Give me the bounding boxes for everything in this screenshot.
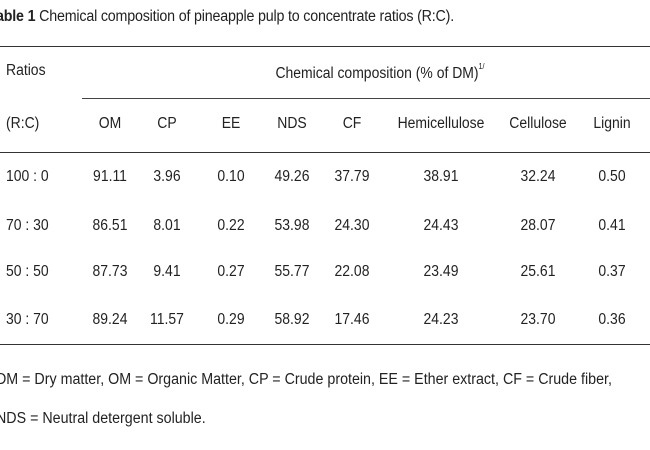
value-cell-ee: 0.27 [217, 263, 245, 280]
value-cell-cellulose: 32.24 [520, 168, 556, 185]
value-cell-hemicellulose: 23.49 [423, 263, 459, 280]
value-cell-cf: 17.46 [334, 311, 370, 328]
value-cell-cf: 24.30 [334, 217, 370, 234]
value-cell-cf: 22.08 [334, 263, 370, 280]
bottom-rule [0, 344, 650, 345]
value-cell-cp: 9.41 [153, 263, 181, 280]
ratios-header: Ratios [6, 62, 46, 79]
ratio-cell: 70 : 30 [6, 217, 49, 234]
value-cell-ee: 0.29 [217, 311, 245, 328]
ratio-cell: 30 : 70 [6, 311, 49, 328]
footnote-line-2: NDS = Neutral detergent soluble. [0, 410, 206, 427]
ratios-subheader: (R:C) [6, 115, 40, 132]
top-rule [0, 46, 650, 47]
chemical-composition-label: Chemical composition (% of DM) [275, 65, 479, 82]
value-cell-nds: 53.98 [274, 217, 310, 234]
value-cell-cp: 8.01 [153, 217, 181, 234]
value-cell-lignin: 0.36 [598, 311, 626, 328]
value-cell-ee: 0.10 [217, 168, 245, 185]
table-title: Chemical composition of pineapple pulp t… [39, 8, 455, 25]
value-cell-om: 86.51 [92, 217, 128, 234]
header-footnote-marker: 1/ [478, 62, 485, 71]
value-cell-hemicellulose: 24.43 [423, 217, 459, 234]
column-header-om: OM [98, 115, 122, 132]
ratio-cell: 100 : 0 [6, 168, 49, 185]
value-cell-ee: 0.22 [217, 217, 245, 234]
value-cell-lignin: 0.37 [598, 263, 626, 280]
column-header-nds: NDS [277, 115, 307, 132]
header-rule [0, 152, 650, 153]
value-cell-lignin: 0.50 [598, 168, 626, 185]
value-cell-cp: 11.57 [150, 311, 184, 328]
column-header-hemicellulose: Hemicellulose [397, 115, 485, 132]
value-cell-cf: 37.79 [334, 168, 370, 185]
value-cell-cp: 3.96 [153, 168, 181, 185]
value-cell-nds: 58.92 [274, 311, 310, 328]
value-cell-lignin: 0.41 [598, 217, 626, 234]
column-header-ee: EE [221, 115, 241, 132]
value-cell-cellulose: 28.07 [520, 217, 556, 234]
table-number: able 1 [0, 8, 36, 25]
value-cell-om: 89.24 [92, 311, 128, 328]
value-cell-om: 91.11 [93, 168, 127, 185]
value-cell-hemicellulose: 24.23 [423, 311, 459, 328]
footnote-line-1: DM = Dry matter, OM = Organic Matter, CP… [0, 371, 612, 388]
value-cell-om: 87.73 [92, 263, 128, 280]
value-cell-hemicellulose: 38.91 [423, 168, 459, 185]
value-cell-nds: 55.77 [274, 263, 310, 280]
column-header-cellulose: Cellulose [509, 115, 567, 132]
table-caption: able 1 Chemical composition of pineapple… [0, 8, 454, 26]
value-cell-cellulose: 25.61 [520, 263, 556, 280]
value-cell-nds: 49.26 [274, 168, 310, 185]
chemical-composition-header: Chemical composition (% of DM)1/ [275, 62, 484, 83]
span-header-rule [82, 98, 650, 99]
column-header-cp: CP [157, 115, 177, 132]
ratio-cell: 50 : 50 [6, 263, 49, 280]
value-cell-cellulose: 23.70 [520, 311, 556, 328]
column-header-lignin: Lignin [593, 115, 631, 132]
column-header-cf: CF [342, 115, 362, 132]
